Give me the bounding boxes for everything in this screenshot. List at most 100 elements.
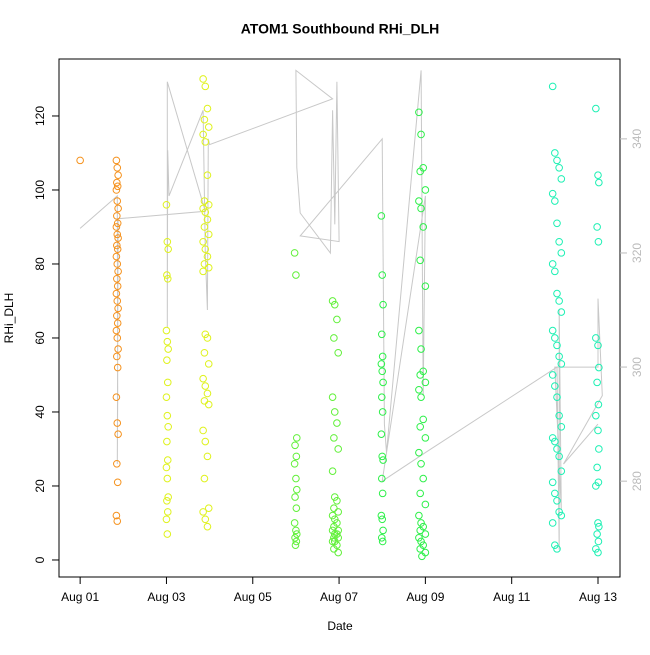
y-tick-label: 80 (33, 257, 47, 271)
point (417, 393, 425, 401)
point (551, 267, 559, 276)
point (378, 537, 387, 546)
point (114, 267, 122, 276)
point (379, 526, 387, 535)
y2-tick-label: 340 (630, 129, 644, 149)
point (113, 197, 122, 205)
point (113, 274, 121, 283)
point (557, 422, 566, 431)
point (113, 182, 122, 191)
point (555, 237, 563, 246)
point (328, 537, 337, 546)
point (114, 171, 122, 179)
point (113, 260, 122, 268)
point (204, 230, 213, 239)
point (379, 300, 387, 309)
point (164, 493, 172, 501)
point (551, 382, 559, 390)
point (330, 537, 339, 546)
y-tick-label: 40 (33, 405, 47, 419)
point (551, 149, 559, 157)
point (330, 522, 338, 531)
point (292, 474, 300, 483)
point (377, 360, 386, 368)
point (378, 271, 387, 279)
x-tick-label: Aug 11 (493, 590, 530, 604)
point (416, 371, 424, 379)
point (417, 130, 425, 139)
point (162, 515, 171, 524)
point (163, 456, 172, 464)
point (592, 545, 600, 553)
point (113, 419, 122, 427)
point (292, 434, 301, 442)
point (592, 411, 600, 420)
point (594, 519, 602, 527)
point (203, 252, 212, 261)
point (595, 522, 603, 531)
point (418, 552, 426, 561)
point (113, 245, 122, 253)
point (201, 437, 210, 446)
point (163, 271, 171, 279)
point (334, 445, 343, 453)
point (162, 393, 171, 401)
point (204, 200, 213, 209)
y-tick-label: 120 (33, 106, 47, 126)
point (292, 271, 300, 279)
point (593, 530, 601, 538)
point (200, 348, 209, 357)
point (417, 459, 425, 468)
y-tick-label: 60 (33, 331, 47, 345)
point (201, 515, 210, 524)
point (416, 489, 424, 498)
point (201, 382, 210, 390)
point (328, 297, 337, 305)
point (164, 245, 172, 253)
point (292, 530, 301, 538)
point (199, 204, 207, 213)
point (377, 330, 386, 339)
point (377, 430, 386, 438)
point (201, 245, 210, 253)
point (162, 200, 171, 209)
point (199, 374, 207, 383)
point (421, 186, 430, 194)
point (292, 526, 300, 535)
point (416, 526, 424, 535)
point (378, 352, 387, 361)
point (330, 334, 338, 342)
point (113, 352, 121, 361)
y-tick-label: 100 (33, 180, 47, 200)
point (548, 519, 557, 527)
point (417, 519, 425, 527)
point (377, 474, 386, 483)
point (592, 482, 600, 490)
point (113, 363, 122, 372)
point (201, 82, 210, 91)
point (594, 548, 602, 557)
point (415, 533, 423, 542)
point (112, 156, 121, 165)
point (551, 197, 559, 205)
point (421, 530, 430, 538)
point (419, 415, 428, 424)
point (113, 219, 122, 228)
point (114, 345, 122, 353)
line (79, 69, 603, 550)
point (377, 212, 386, 220)
point (553, 341, 561, 350)
point (377, 533, 386, 542)
point (416, 256, 424, 265)
point (113, 178, 121, 187)
point (593, 463, 601, 472)
point (200, 397, 209, 405)
point (291, 493, 299, 501)
point (164, 345, 172, 353)
point (328, 511, 337, 520)
point (553, 289, 561, 298)
point (203, 334, 212, 342)
point (551, 541, 559, 549)
point (201, 208, 210, 216)
